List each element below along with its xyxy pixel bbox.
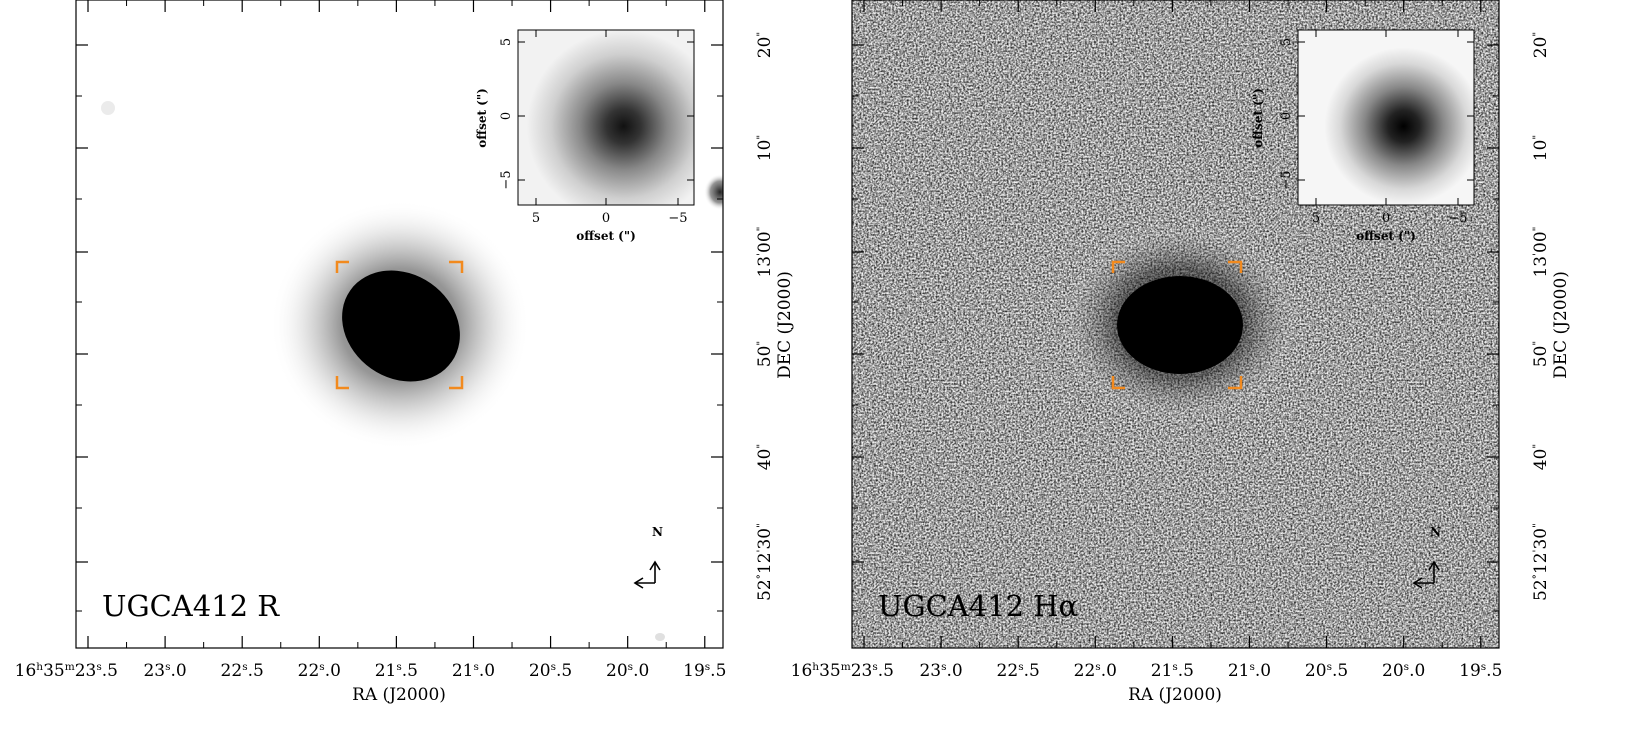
inset-y-tick-label: 0 [1279, 112, 1294, 120]
image-frame [851, 0, 1500, 649]
inset-x-tick-label: 5 [532, 211, 540, 226]
ra-tick-label: 23s.0 [143, 661, 186, 681]
zoom-bracket [335, 260, 464, 390]
inset-ticks [518, 30, 694, 205]
dec-tick-label: 10" [1531, 135, 1551, 162]
axis-ticks [852, 0, 1499, 648]
dec-tick-label: 20" [1531, 32, 1551, 59]
ra-tick-label: 19s.5 [683, 661, 726, 681]
inset-ticks [1298, 30, 1474, 205]
ra-tick-label: 22s.0 [298, 661, 341, 681]
axis-ticks [76, 0, 723, 648]
ra-axis-label: RA (J2000) [352, 685, 446, 705]
panel-halpha [851, 0, 1500, 649]
ra-tick-label: 22s.0 [1074, 661, 1117, 681]
image-r [101, 101, 723, 641]
inset-x-tick-label: 0 [602, 211, 610, 226]
compass-icon [633, 560, 661, 589]
ra-axis-label: RA (J2000) [1128, 685, 1222, 705]
image-halpha [1060, 223, 1300, 423]
ra-tick-label: 21s.5 [375, 661, 418, 681]
compass-icon [1412, 560, 1440, 589]
dec-tick-label: 20" [755, 32, 775, 59]
ra-tick-label: 22s.5 [997, 661, 1040, 681]
ra-tick-label: 20s.5 [1305, 661, 1348, 681]
dec-tick-label: 50" [1531, 341, 1551, 368]
inset-y-label: offset (") [475, 88, 489, 148]
ra-tick-label: 16h35m23s.5 [791, 661, 894, 681]
panel-title: UGCA412 R [102, 589, 280, 623]
dec-tick-label: 13'00" [1531, 226, 1551, 277]
compass-north-label: N [1430, 525, 1441, 539]
inset-y-label: offset (") [1251, 88, 1265, 148]
ra-tick-label: 21s.5 [1151, 661, 1194, 681]
star-blob [704, 174, 723, 210]
ra-tick-label: 21s.0 [1228, 661, 1271, 681]
inset-halpha [1297, 29, 1475, 206]
dec-tick-label: 10" [755, 135, 775, 162]
ra-tick-label: 20s.0 [606, 661, 649, 681]
dec-tick-label: 52°12'30" [1531, 523, 1551, 601]
inset-r [517, 29, 695, 206]
dec-tick-label: 40" [1531, 444, 1551, 471]
dec-tick-label: 13'00" [755, 226, 775, 277]
inset-x-tick-label: −5 [1448, 211, 1467, 226]
inset-x-label: offset (") [576, 229, 636, 243]
dec-axis-label: DEC (J2000) [1551, 271, 1571, 379]
ra-tick-label: 22s.5 [221, 661, 264, 681]
inset-y-tick-label: −5 [1279, 170, 1294, 189]
ra-tick-label: 23s.0 [919, 661, 962, 681]
ra-tick-label: 20s.0 [1382, 661, 1425, 681]
inset-y-tick-label: −5 [499, 170, 514, 189]
panel-r-band [75, 0, 724, 649]
inset-image [517, 29, 695, 206]
ra-tick-label: 21s.0 [452, 661, 495, 681]
panel-title: UGCA412 Hα [878, 589, 1078, 623]
inset-y-tick-label: 0 [499, 112, 514, 120]
inset-image [1297, 29, 1475, 206]
inset-x-tick-label: −5 [668, 211, 687, 226]
dec-tick-label: 40" [755, 444, 775, 471]
dec-tick-label: 52°12'30" [755, 523, 775, 601]
inset-y-tick-label: 5 [1279, 38, 1294, 46]
dec-axis-label: DEC (J2000) [775, 271, 795, 379]
inset-y-tick-label: 5 [499, 38, 514, 46]
inset-x-tick-label: 5 [1312, 211, 1320, 226]
inset-x-label: offset (") [1356, 229, 1416, 243]
compass-north-label: N [652, 525, 663, 539]
zoom-bracket [1111, 260, 1243, 390]
ra-tick-label: 16h35m23s.5 [15, 661, 118, 681]
image-frame [75, 0, 724, 649]
ra-tick-label: 19s.5 [1459, 661, 1502, 681]
ra-tick-label: 20s.5 [529, 661, 572, 681]
dec-tick-label: 50" [755, 341, 775, 368]
inset-x-tick-label: 0 [1382, 211, 1390, 226]
